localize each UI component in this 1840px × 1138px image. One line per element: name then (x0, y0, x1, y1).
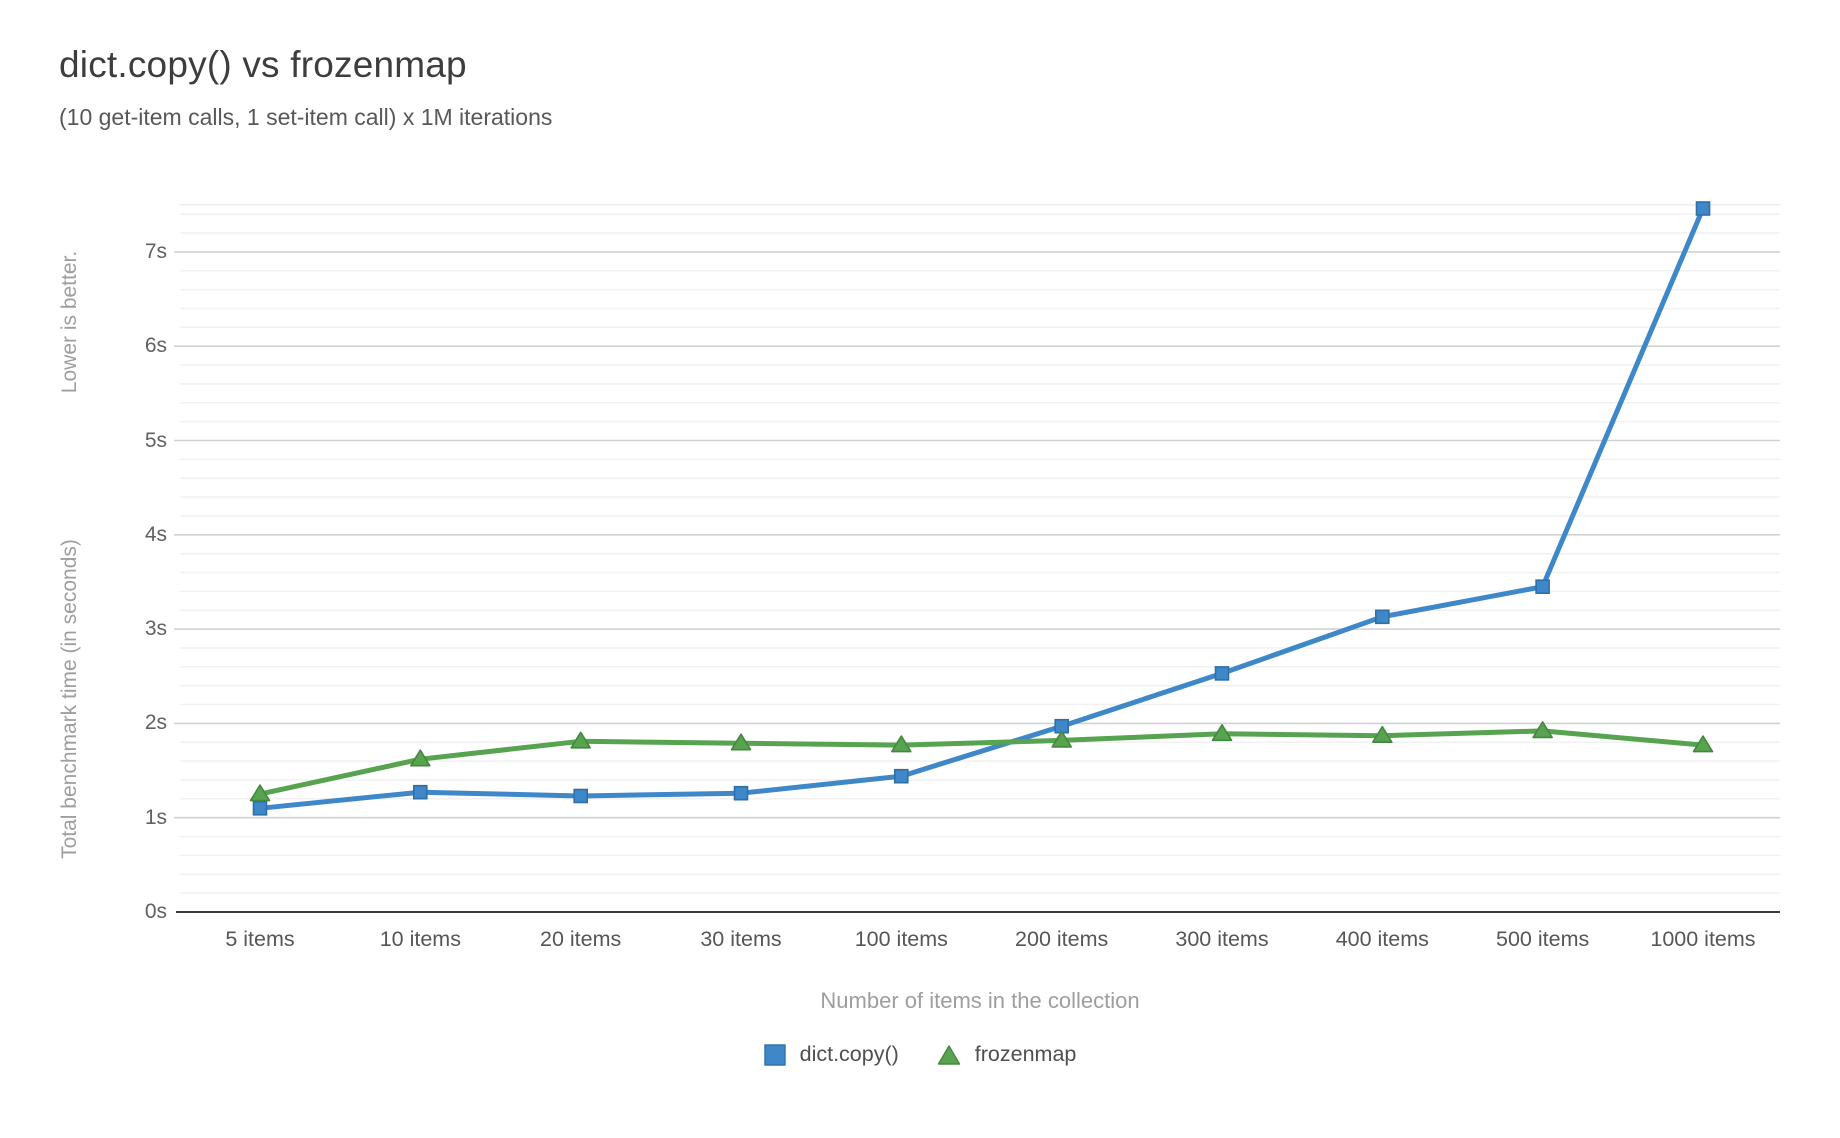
point-frozenmap-200-items[interactable] (1051, 730, 1072, 748)
y-tick-3s: 3s (144, 617, 167, 641)
x-tick-500-items: 500 items (1496, 927, 1590, 951)
x-tick-300-items: 300 items (1175, 927, 1269, 951)
point-frozenmap-5-items[interactable] (249, 784, 271, 802)
point-frozenmap-10-items[interactable] (410, 749, 431, 767)
point-dict-copy-10-items[interactable] (412, 784, 428, 800)
y-tick-0s: 0s (144, 900, 167, 923)
legend-label-dict-copy: dict.copy() (799, 1042, 899, 1066)
y-tick-2s: 2s (144, 711, 167, 735)
markers-frozenmap (249, 721, 1714, 802)
point-dict-copy-5-items[interactable] (252, 800, 268, 816)
chart-subtitle: (10 get-item calls, 1 set-item call) x 1… (59, 104, 553, 130)
x-tick-10-items: 10 items (379, 927, 461, 951)
y-tick-6s: 6s (144, 334, 167, 358)
x-tick-100-items: 100 items (854, 927, 948, 951)
point-frozenmap-500-items[interactable] (1532, 721, 1553, 739)
point-frozenmap-20-items[interactable] (570, 731, 591, 749)
y-gridlines-major (174, 251, 1780, 819)
y-tick-5s: 5s (144, 428, 167, 452)
y-tick-1s: 1s (144, 805, 167, 829)
point-dict-copy-100-items[interactable] (893, 768, 909, 784)
x-tick-20-items: 20 items (540, 927, 622, 951)
plot-area (174, 201, 1780, 913)
point-dict-copy-20-items[interactable] (573, 788, 589, 804)
x-axis-title: Number of items in the collection (820, 988, 1140, 1013)
point-frozenmap-400-items[interactable] (1372, 725, 1393, 743)
markers-dict-copy (252, 201, 1711, 816)
line-dict-copy (257, 206, 1706, 811)
point-frozenmap-30-items[interactable] (730, 733, 752, 751)
point-frozenmap-300-items[interactable] (1211, 724, 1233, 742)
x-tick-1000-items: 1000 items (1650, 927, 1756, 951)
legend: dict.copy() frozenmap (0, 1042, 1840, 1067)
x-tick-5-items: 5 items (225, 927, 295, 951)
y-tick-7s: 7s (144, 239, 167, 263)
line-frozenmap (257, 728, 1706, 797)
point-frozenmap-1000-items[interactable] (1692, 735, 1714, 753)
x-tick-200-items: 200 items (1015, 927, 1109, 951)
chart-title: dict.copy() vs frozenmap (59, 44, 467, 85)
square-marker-icon (763, 1043, 786, 1066)
legend-item-frozenmap[interactable]: frozenmap (937, 1042, 1077, 1067)
x-tick-30-items: 30 items (700, 927, 782, 951)
triangle-marker-icon (937, 1044, 961, 1066)
x-tick-400-items: 400 items (1335, 927, 1429, 951)
y-tick-4s: 4s (144, 522, 167, 546)
point-dict-copy-300-items[interactable] (1214, 666, 1230, 681)
legend-label-frozenmap: frozenmap (974, 1042, 1077, 1066)
point-dict-copy-30-items[interactable] (733, 785, 749, 801)
legend-item-dict-copy[interactable]: dict.copy() (763, 1042, 899, 1067)
point-dict-copy-400-items[interactable] (1375, 609, 1390, 625)
point-dict-copy-1000-items[interactable] (1695, 201, 1711, 216)
point-frozenmap-100-items[interactable] (891, 735, 912, 753)
point-dict-copy-500-items[interactable] (1535, 579, 1550, 595)
